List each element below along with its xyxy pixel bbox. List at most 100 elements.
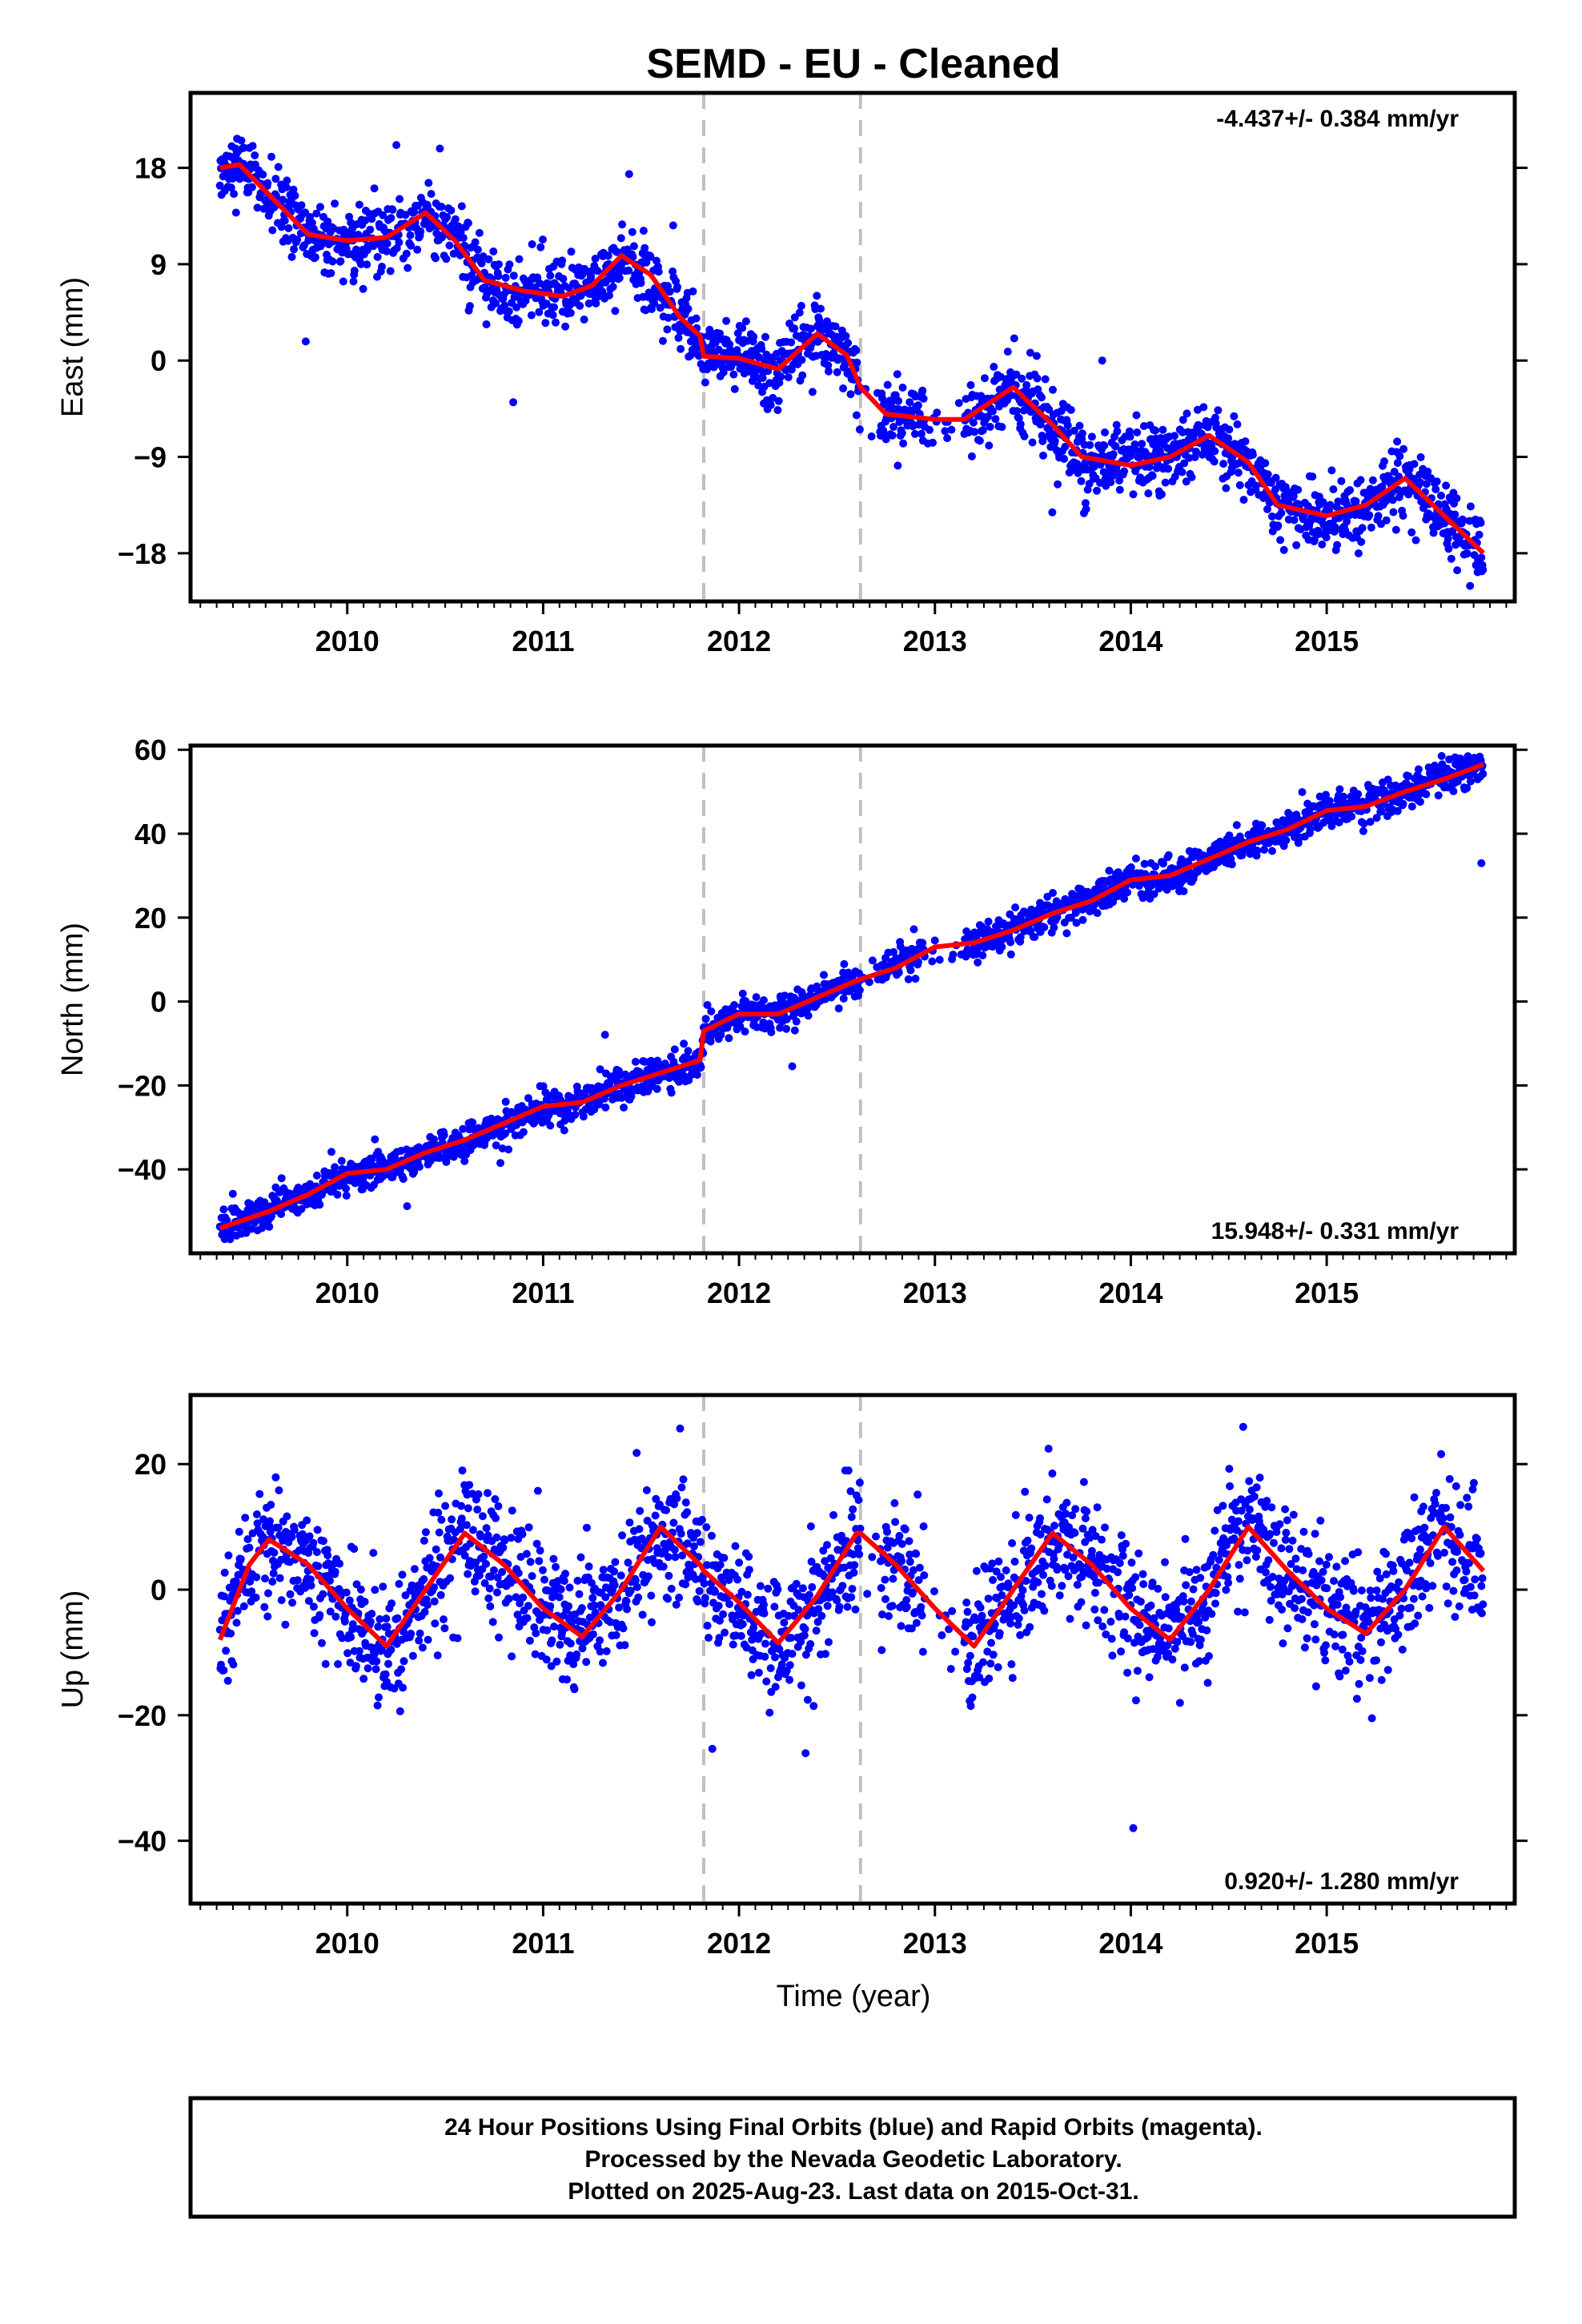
data-point <box>986 423 994 431</box>
data-point <box>725 1034 733 1043</box>
data-point <box>1140 859 1149 868</box>
data-point <box>512 1593 520 1602</box>
data-point <box>634 1593 643 1602</box>
data-point <box>1437 491 1445 500</box>
data-point <box>1422 790 1431 798</box>
y-tick-label: −40 <box>118 1153 167 1186</box>
data-point <box>624 1558 632 1567</box>
data-point <box>400 1657 408 1666</box>
data-point <box>437 1515 446 1524</box>
data-point <box>760 996 768 1004</box>
data-point <box>909 925 918 934</box>
data-point <box>219 1205 228 1214</box>
data-point <box>274 1523 283 1532</box>
data-point <box>373 252 382 261</box>
data-point <box>1164 850 1173 859</box>
x-tick-label: 2014 <box>1098 625 1162 657</box>
data-point <box>1263 470 1272 479</box>
data-point <box>1100 441 1109 450</box>
data-point <box>1448 527 1457 536</box>
data-point <box>719 368 728 376</box>
data-point <box>449 249 458 258</box>
y-tick-label: −20 <box>118 1069 167 1102</box>
data-point <box>556 1640 564 1649</box>
y-axis-label: North (mm) <box>56 923 90 1076</box>
data-point <box>883 380 892 389</box>
data-point <box>383 247 391 255</box>
data-point <box>1431 485 1440 493</box>
data-point <box>539 1566 547 1574</box>
data-point <box>1032 352 1041 360</box>
data-point <box>264 1589 272 1598</box>
data-point <box>345 1596 354 1605</box>
data-point <box>1150 890 1158 899</box>
data-point <box>271 175 280 183</box>
data-point <box>561 322 570 331</box>
data-point <box>1016 420 1025 428</box>
data-point <box>1359 819 1368 828</box>
data-point <box>1475 530 1484 539</box>
data-point <box>1453 566 1462 575</box>
data-point <box>326 1607 335 1616</box>
data-point <box>442 255 451 263</box>
data-point <box>776 1023 785 1032</box>
data-point <box>277 223 286 231</box>
data-point <box>769 393 777 402</box>
data-point <box>741 997 750 1005</box>
data-point <box>1322 790 1330 799</box>
data-point <box>825 367 833 376</box>
data-point <box>1327 466 1336 475</box>
data-point <box>260 1198 269 1207</box>
data-point <box>293 1576 302 1585</box>
data-point <box>774 396 783 405</box>
data-point <box>363 1664 372 1673</box>
data-point <box>546 271 555 280</box>
data-point <box>644 1572 652 1581</box>
data-point <box>788 1062 797 1071</box>
data-point <box>1180 459 1189 468</box>
data-point <box>646 252 655 261</box>
data-point <box>388 206 397 214</box>
data-point <box>623 1605 632 1614</box>
data-point <box>301 337 310 346</box>
y-axis-label: East (mm) <box>56 277 90 417</box>
chart-title: SEMD - EU - Cleaned <box>646 41 1060 87</box>
data-point <box>563 1675 572 1684</box>
data-point <box>371 1135 379 1144</box>
data-point <box>282 183 291 191</box>
data-point <box>1030 933 1039 941</box>
data-point <box>284 224 293 232</box>
data-point <box>492 1141 500 1150</box>
data-point <box>271 1473 280 1482</box>
data-point <box>669 221 677 230</box>
data-point <box>651 1511 660 1520</box>
data-point <box>1041 375 1050 384</box>
data-point <box>1416 452 1425 461</box>
data-point <box>1382 516 1391 525</box>
data-point <box>328 257 337 266</box>
data-point <box>495 260 503 269</box>
data-point <box>458 1466 467 1475</box>
data-point <box>227 1629 235 1638</box>
data-point <box>1007 391 1016 400</box>
data-point <box>703 1001 712 1009</box>
data-point <box>416 1629 424 1638</box>
data-point <box>611 1558 620 1566</box>
data-point <box>319 1590 327 1598</box>
data-point <box>331 51 339 59</box>
data-point <box>1268 512 1276 521</box>
data-point <box>1158 490 1166 499</box>
data-point <box>1195 422 1203 430</box>
data-point <box>509 398 518 407</box>
data-point <box>626 1586 635 1595</box>
data-point <box>1279 545 1288 554</box>
data-point <box>465 302 474 311</box>
data-point <box>1038 393 1046 402</box>
data-point <box>274 163 283 171</box>
data-point <box>1082 505 1090 513</box>
data-point <box>612 1630 620 1639</box>
data-point <box>371 1586 379 1594</box>
data-point <box>277 1596 286 1605</box>
data-point <box>717 1031 725 1039</box>
data-point <box>460 1156 469 1165</box>
